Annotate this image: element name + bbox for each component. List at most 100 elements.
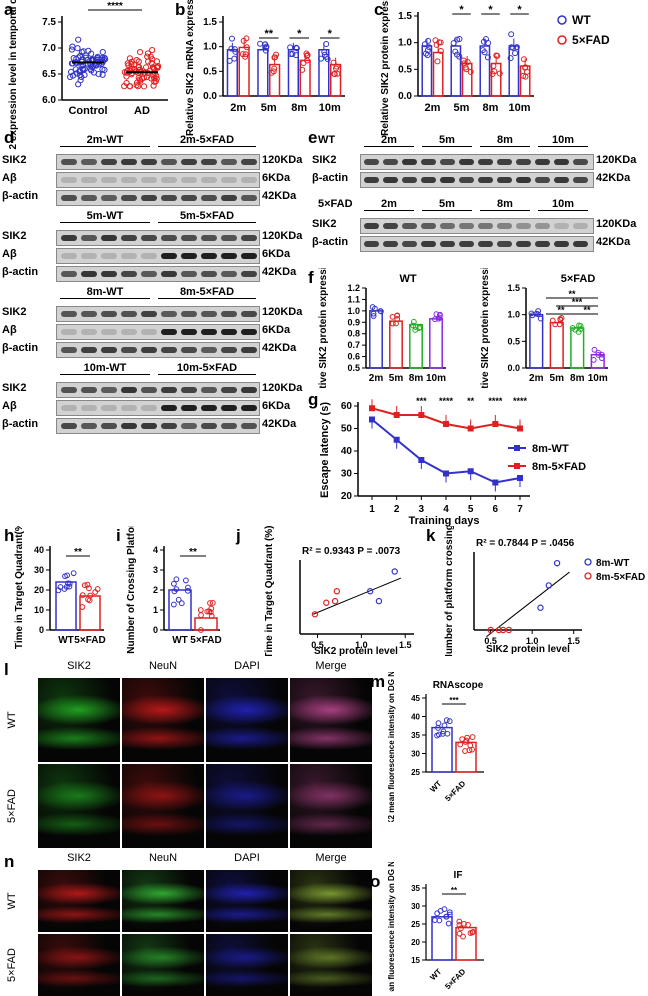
c-point: [494, 52, 501, 59]
d-wt-label: 8m-WT: [60, 286, 150, 299]
b-point: [323, 40, 330, 47]
a-dot: [150, 82, 157, 89]
c-y-tick-label: 1.5: [398, 11, 412, 22]
d-band: [141, 253, 157, 259]
m-cat-label: WT: [428, 779, 443, 794]
h-ylabel: Time in Target Quadrant(%): [14, 526, 25, 649]
d-band: [101, 347, 117, 353]
i-point: [178, 600, 185, 607]
a-dot: [74, 45, 81, 52]
e-band: [554, 159, 569, 165]
d-blot-strip: [56, 324, 260, 340]
c-point: [490, 62, 497, 69]
l-column-label: Merge: [315, 660, 347, 672]
c-point: [508, 31, 515, 38]
a-dot: [75, 36, 82, 43]
chart-b: Relative SIK2 mRNA expression 0.0 0.5 1.0 1…: [185, 0, 345, 136]
d-band: [181, 423, 197, 429]
chart-m: RNAscope SIK2 mean fluorescence intensit…: [387, 672, 484, 822]
d-band: [161, 177, 177, 183]
b-y-tick-label: 0.5: [203, 66, 217, 77]
a-dot: [101, 66, 108, 74]
d-row-label: Aβ: [2, 248, 17, 260]
panel-label-n: n: [4, 852, 15, 871]
m-y-tick-label: 45: [411, 694, 420, 703]
e-band: [573, 159, 588, 165]
b-point: [299, 66, 306, 73]
g-y-tick-label: 40: [341, 446, 353, 457]
f-left-point: [394, 312, 400, 319]
k-ylabel: Number of platform crossings: [444, 526, 455, 656]
d-band: [181, 235, 197, 241]
c-point: [482, 36, 489, 43]
c-point: [426, 44, 433, 51]
d-size-label: 120KDa: [262, 154, 303, 166]
d-wt-label: 5m-WT: [60, 210, 150, 223]
g-legend-wt: 8m-WT: [532, 443, 569, 455]
d-band: [241, 177, 257, 183]
panel-label-e: e: [308, 128, 318, 147]
k-point: [499, 626, 507, 634]
d-band: [241, 195, 257, 201]
c-bar: [479, 45, 491, 97]
b-point: [262, 47, 269, 54]
g-x-tick-label: 7: [517, 504, 523, 515]
d-band: [81, 177, 97, 183]
d-band: [241, 405, 257, 411]
c-point: [434, 58, 441, 65]
e-genotype-label: 5×FAD: [318, 198, 353, 210]
d-band: [81, 311, 97, 317]
d-band: [61, 311, 77, 317]
f-left-cat-label: 2m: [369, 373, 384, 384]
o-point: [456, 922, 463, 928]
d-band: [141, 405, 157, 411]
m-point: [457, 741, 464, 748]
c-point: [512, 50, 519, 57]
c-sig: *: [488, 4, 493, 16]
e-band: [440, 177, 455, 183]
e-band: [383, 159, 398, 165]
k-point: [495, 626, 503, 634]
e-age-label: 2m: [364, 134, 414, 147]
a-ylabel: SIK2 expression level in temporal cortex: [8, 0, 19, 150]
m-y-tick-label: 30: [411, 750, 420, 759]
f-left-point: [410, 318, 417, 325]
i-point: [198, 627, 204, 633]
m-bar: [431, 726, 453, 773]
o-point: [457, 925, 464, 932]
a-dot: [133, 82, 140, 89]
d-band: [121, 195, 137, 201]
d-band: [161, 271, 177, 277]
e-blot-strip: [360, 154, 594, 170]
j-point: [331, 597, 339, 605]
c-point: [425, 37, 432, 44]
d-band: [221, 423, 237, 429]
d-band: [81, 271, 97, 277]
d-band: [161, 253, 177, 259]
b-point: [263, 44, 270, 51]
d-band: [121, 405, 137, 411]
d-row-label: Aβ: [2, 400, 17, 412]
d-band: [181, 387, 197, 393]
b-cat-label: 10m: [319, 102, 341, 114]
a-dot: [154, 64, 161, 71]
a-dot: [147, 53, 154, 60]
e-band: [573, 241, 588, 247]
d-band: [201, 235, 217, 241]
m-point: [462, 748, 468, 754]
f-right-cat-label: 5m: [550, 373, 565, 384]
f-left-point: [389, 313, 396, 320]
d-band: [81, 387, 97, 393]
e-band: [383, 177, 398, 183]
micrograph-panel-l: SIK2 NeuN DAPI Merge WT 5×FAD: [0, 660, 372, 850]
o-y-tick-label: 35: [411, 884, 420, 893]
g-x-tick-label: 3: [419, 504, 425, 515]
b-point: [273, 51, 280, 58]
a-dot: [85, 47, 92, 54]
panel-label-b: b: [175, 0, 186, 19]
e-blot-strip: [360, 236, 594, 252]
d-size-label: 42KDa: [262, 342, 297, 354]
d-band: [61, 159, 77, 165]
d-band: [141, 311, 157, 317]
c-point: [452, 48, 459, 55]
